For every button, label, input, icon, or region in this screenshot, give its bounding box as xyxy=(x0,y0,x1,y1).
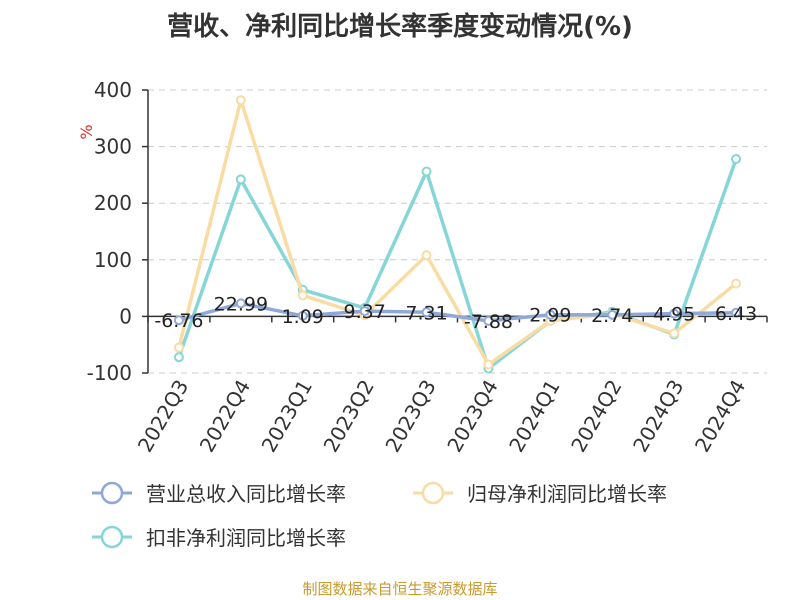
x-tick-label: 2024Q4 xyxy=(690,376,750,457)
x-tick-label: 2024Q1 xyxy=(504,376,564,457)
y-tick-label: 100 xyxy=(94,248,132,272)
series-line xyxy=(178,301,737,323)
legend-label: 扣非净利润同比增长率 xyxy=(146,526,346,550)
y-tick-label: -100 xyxy=(87,361,132,385)
data-label: 2.99 xyxy=(529,305,571,327)
x-tick-label: 2022Q3 xyxy=(133,376,193,457)
data-point xyxy=(421,250,432,261)
data-point xyxy=(235,298,246,309)
data-label: 22.99 xyxy=(214,293,268,315)
y-axis-label: % xyxy=(77,124,96,139)
legend-marker xyxy=(100,481,124,505)
data-point xyxy=(235,95,246,106)
x-tick-label: 2024Q3 xyxy=(628,376,688,457)
data-point xyxy=(173,342,184,353)
data-point xyxy=(731,307,742,318)
data-labels: -6.76 22.99 1.09 9.37 7.31 -7.88 2.99 2.74 4.95 6… xyxy=(154,293,757,332)
legend-item[interactable]: 营业总收入同比增长率 xyxy=(92,481,346,506)
data-point xyxy=(483,359,494,370)
y-tick-label: 300 xyxy=(94,135,132,159)
grid-lines xyxy=(148,89,767,374)
x-tick-label: 2023Q4 xyxy=(442,376,502,457)
data-label: 6.43 xyxy=(715,303,757,325)
x-tick-label: 2023Q1 xyxy=(257,376,317,457)
legend-marker xyxy=(100,525,124,549)
chart-title: 营收、净利同比增长率季度变动情况(%) xyxy=(167,12,633,42)
data-label: -7.88 xyxy=(464,311,513,333)
data-point xyxy=(173,352,184,363)
data-point xyxy=(359,306,370,317)
data-label: 4.95 xyxy=(653,304,695,326)
data-point xyxy=(669,328,680,339)
data-point xyxy=(297,290,308,301)
data-label: 9.37 xyxy=(343,301,385,323)
legend-label: 归母净利润同比增长率 xyxy=(467,482,667,506)
data-point xyxy=(235,174,246,185)
data-point xyxy=(421,166,432,177)
series-line xyxy=(177,158,738,371)
data-point xyxy=(731,278,742,289)
x-tick-label: 2023Q2 xyxy=(319,376,379,457)
data-label: 1.09 xyxy=(282,306,324,328)
data-label: -6.76 xyxy=(154,310,203,332)
legend-item[interactable]: 归母净利润同比增长率 xyxy=(413,481,667,506)
x-tick-label: 2022Q4 xyxy=(195,376,255,457)
data-point xyxy=(483,315,494,326)
series-line xyxy=(177,98,738,367)
data-label: 7.31 xyxy=(405,302,447,324)
y-tick-label: 0 xyxy=(119,304,132,328)
legend-item[interactable]: 扣非净利润同比增长率 xyxy=(92,525,346,550)
source-note: 制图数据来自恒生聚源数据库 xyxy=(302,580,498,598)
data-point xyxy=(607,309,618,320)
x-tick-label: 2024Q2 xyxy=(566,376,626,457)
x-tick-label: 2023Q3 xyxy=(380,376,440,457)
legend-marker xyxy=(421,481,445,505)
data-point xyxy=(731,154,742,165)
data-point xyxy=(545,309,556,320)
series-lines xyxy=(173,95,742,374)
legend-label: 营业总收入同比增长率 xyxy=(146,482,346,506)
y-tick-label: 400 xyxy=(94,78,132,102)
data-point xyxy=(297,310,308,321)
data-point xyxy=(421,307,432,318)
data-point xyxy=(669,308,680,319)
data-label: 2.74 xyxy=(591,305,633,327)
data-point xyxy=(173,315,184,326)
y-tick-label: 200 xyxy=(94,191,132,215)
